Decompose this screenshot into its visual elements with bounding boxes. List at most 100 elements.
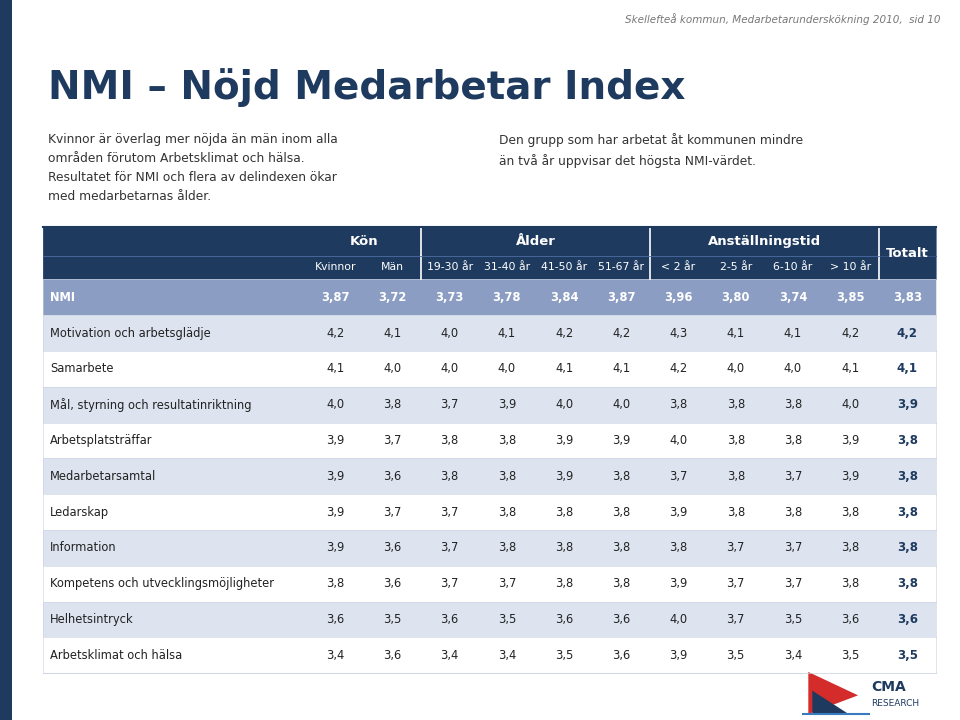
- Text: 3,9: 3,9: [497, 398, 516, 411]
- Text: 3,83: 3,83: [893, 291, 922, 304]
- Text: 3,8: 3,8: [841, 577, 859, 590]
- Text: 3,8: 3,8: [497, 469, 516, 483]
- Text: Kompetens och utvecklingsmöjligheter: Kompetens och utvecklingsmöjligheter: [50, 577, 274, 590]
- Text: 19-30 år: 19-30 år: [426, 263, 472, 272]
- Text: 4,1: 4,1: [897, 362, 918, 375]
- Text: 3,7: 3,7: [783, 577, 803, 590]
- Text: Information: Information: [50, 541, 116, 554]
- Text: 3,9: 3,9: [669, 577, 687, 590]
- Text: 3,6: 3,6: [897, 613, 918, 626]
- Text: 3,8: 3,8: [612, 469, 631, 483]
- Text: 3,8: 3,8: [897, 505, 918, 518]
- Text: 3,87: 3,87: [321, 291, 349, 304]
- Text: 3,8: 3,8: [841, 505, 859, 518]
- Text: 3,9: 3,9: [841, 469, 859, 483]
- Text: Män: Män: [381, 263, 404, 272]
- Text: 3,8: 3,8: [783, 505, 802, 518]
- Text: 3,84: 3,84: [550, 291, 578, 304]
- Text: 4,0: 4,0: [612, 398, 631, 411]
- Text: 3,87: 3,87: [607, 291, 636, 304]
- Text: 3,8: 3,8: [897, 469, 918, 483]
- Text: 3,9: 3,9: [612, 434, 631, 447]
- Text: 3,4: 3,4: [497, 649, 516, 662]
- Text: 3,7: 3,7: [383, 505, 401, 518]
- Text: 3,8: 3,8: [326, 577, 345, 590]
- Text: Mål, styrning och resultatinriktning: Mål, styrning och resultatinriktning: [50, 397, 252, 412]
- Text: 3,72: 3,72: [378, 291, 407, 304]
- Text: 3,5: 3,5: [783, 613, 803, 626]
- Text: 3,9: 3,9: [669, 505, 687, 518]
- Text: 3,9: 3,9: [326, 541, 345, 554]
- Text: 3,8: 3,8: [783, 398, 802, 411]
- Text: Helhetsintryck: Helhetsintryck: [50, 613, 133, 626]
- Text: 3,6: 3,6: [841, 613, 859, 626]
- Polygon shape: [812, 690, 849, 714]
- Text: 4,0: 4,0: [498, 362, 516, 375]
- Text: 3,8: 3,8: [897, 577, 918, 590]
- Text: 3,8: 3,8: [669, 541, 687, 554]
- Text: 3,8: 3,8: [497, 505, 516, 518]
- Text: 3,5: 3,5: [841, 649, 859, 662]
- Text: 3,8: 3,8: [727, 398, 745, 411]
- Text: 3,6: 3,6: [383, 541, 401, 554]
- Text: Arbetsplatsträffar: Arbetsplatsträffar: [50, 434, 153, 447]
- Text: 3,8: 3,8: [441, 469, 459, 483]
- Text: 4,1: 4,1: [612, 362, 631, 375]
- Text: 2-5 år: 2-5 år: [720, 263, 752, 272]
- Text: 3,4: 3,4: [441, 649, 459, 662]
- Text: 4,0: 4,0: [441, 327, 459, 340]
- Text: 3,6: 3,6: [555, 613, 573, 626]
- Text: 3,8: 3,8: [727, 469, 745, 483]
- Text: 3,6: 3,6: [441, 613, 459, 626]
- Text: 3,7: 3,7: [727, 577, 745, 590]
- Text: 4,2: 4,2: [555, 327, 573, 340]
- Text: 4,2: 4,2: [897, 327, 918, 340]
- Text: 3,7: 3,7: [727, 613, 745, 626]
- Text: Kvinnor är överlag mer nöjda än män inom alla
områden förutom Arbetsklimat och h: Kvinnor är överlag mer nöjda än män inom…: [48, 133, 338, 203]
- Text: 3,9: 3,9: [897, 398, 918, 411]
- Text: 3,5: 3,5: [897, 649, 918, 662]
- Text: 4,1: 4,1: [383, 327, 401, 340]
- Text: 3,8: 3,8: [497, 434, 516, 447]
- Text: 3,9: 3,9: [669, 649, 687, 662]
- Text: 3,8: 3,8: [441, 434, 459, 447]
- Text: NMI – Nöjd Medarbetar Index: NMI – Nöjd Medarbetar Index: [48, 68, 685, 107]
- Text: Motivation och arbetsglädje: Motivation och arbetsglädje: [50, 327, 210, 340]
- Text: 3,8: 3,8: [555, 577, 573, 590]
- Text: 3,7: 3,7: [441, 577, 459, 590]
- Text: 4,1: 4,1: [841, 362, 859, 375]
- Text: 4,2: 4,2: [841, 327, 859, 340]
- Text: 4,1: 4,1: [555, 362, 573, 375]
- Text: 4,3: 4,3: [669, 327, 687, 340]
- Text: 3,7: 3,7: [669, 469, 687, 483]
- Text: 3,85: 3,85: [836, 291, 864, 304]
- Text: 4,0: 4,0: [383, 362, 401, 375]
- Text: > 10 år: > 10 år: [829, 263, 871, 272]
- Text: 3,74: 3,74: [779, 291, 807, 304]
- Text: 4,0: 4,0: [727, 362, 745, 375]
- Text: 3,7: 3,7: [441, 505, 459, 518]
- Text: 4,1: 4,1: [727, 327, 745, 340]
- Text: 3,9: 3,9: [326, 505, 345, 518]
- Text: 3,7: 3,7: [441, 541, 459, 554]
- Text: 3,8: 3,8: [612, 541, 631, 554]
- Text: Medarbetarsamtal: Medarbetarsamtal: [50, 469, 156, 483]
- Text: 3,96: 3,96: [664, 291, 693, 304]
- Text: CMA: CMA: [872, 680, 906, 694]
- Text: Kön: Kön: [349, 235, 378, 248]
- Text: 3,8: 3,8: [897, 541, 918, 554]
- Text: 41-50 år: 41-50 år: [541, 263, 588, 272]
- Text: 4,1: 4,1: [784, 327, 802, 340]
- Text: 3,8: 3,8: [555, 541, 573, 554]
- Text: 3,7: 3,7: [383, 434, 401, 447]
- Text: 4,2: 4,2: [669, 362, 687, 375]
- Text: 31-40 år: 31-40 år: [484, 263, 530, 272]
- Text: 3,4: 3,4: [326, 649, 345, 662]
- Text: 4,2: 4,2: [612, 327, 631, 340]
- Text: 3,6: 3,6: [612, 613, 631, 626]
- Text: 3,78: 3,78: [492, 291, 521, 304]
- Text: 4,0: 4,0: [784, 362, 802, 375]
- Text: Samarbete: Samarbete: [50, 362, 113, 375]
- Text: 4,0: 4,0: [555, 398, 573, 411]
- Text: 3,7: 3,7: [783, 541, 803, 554]
